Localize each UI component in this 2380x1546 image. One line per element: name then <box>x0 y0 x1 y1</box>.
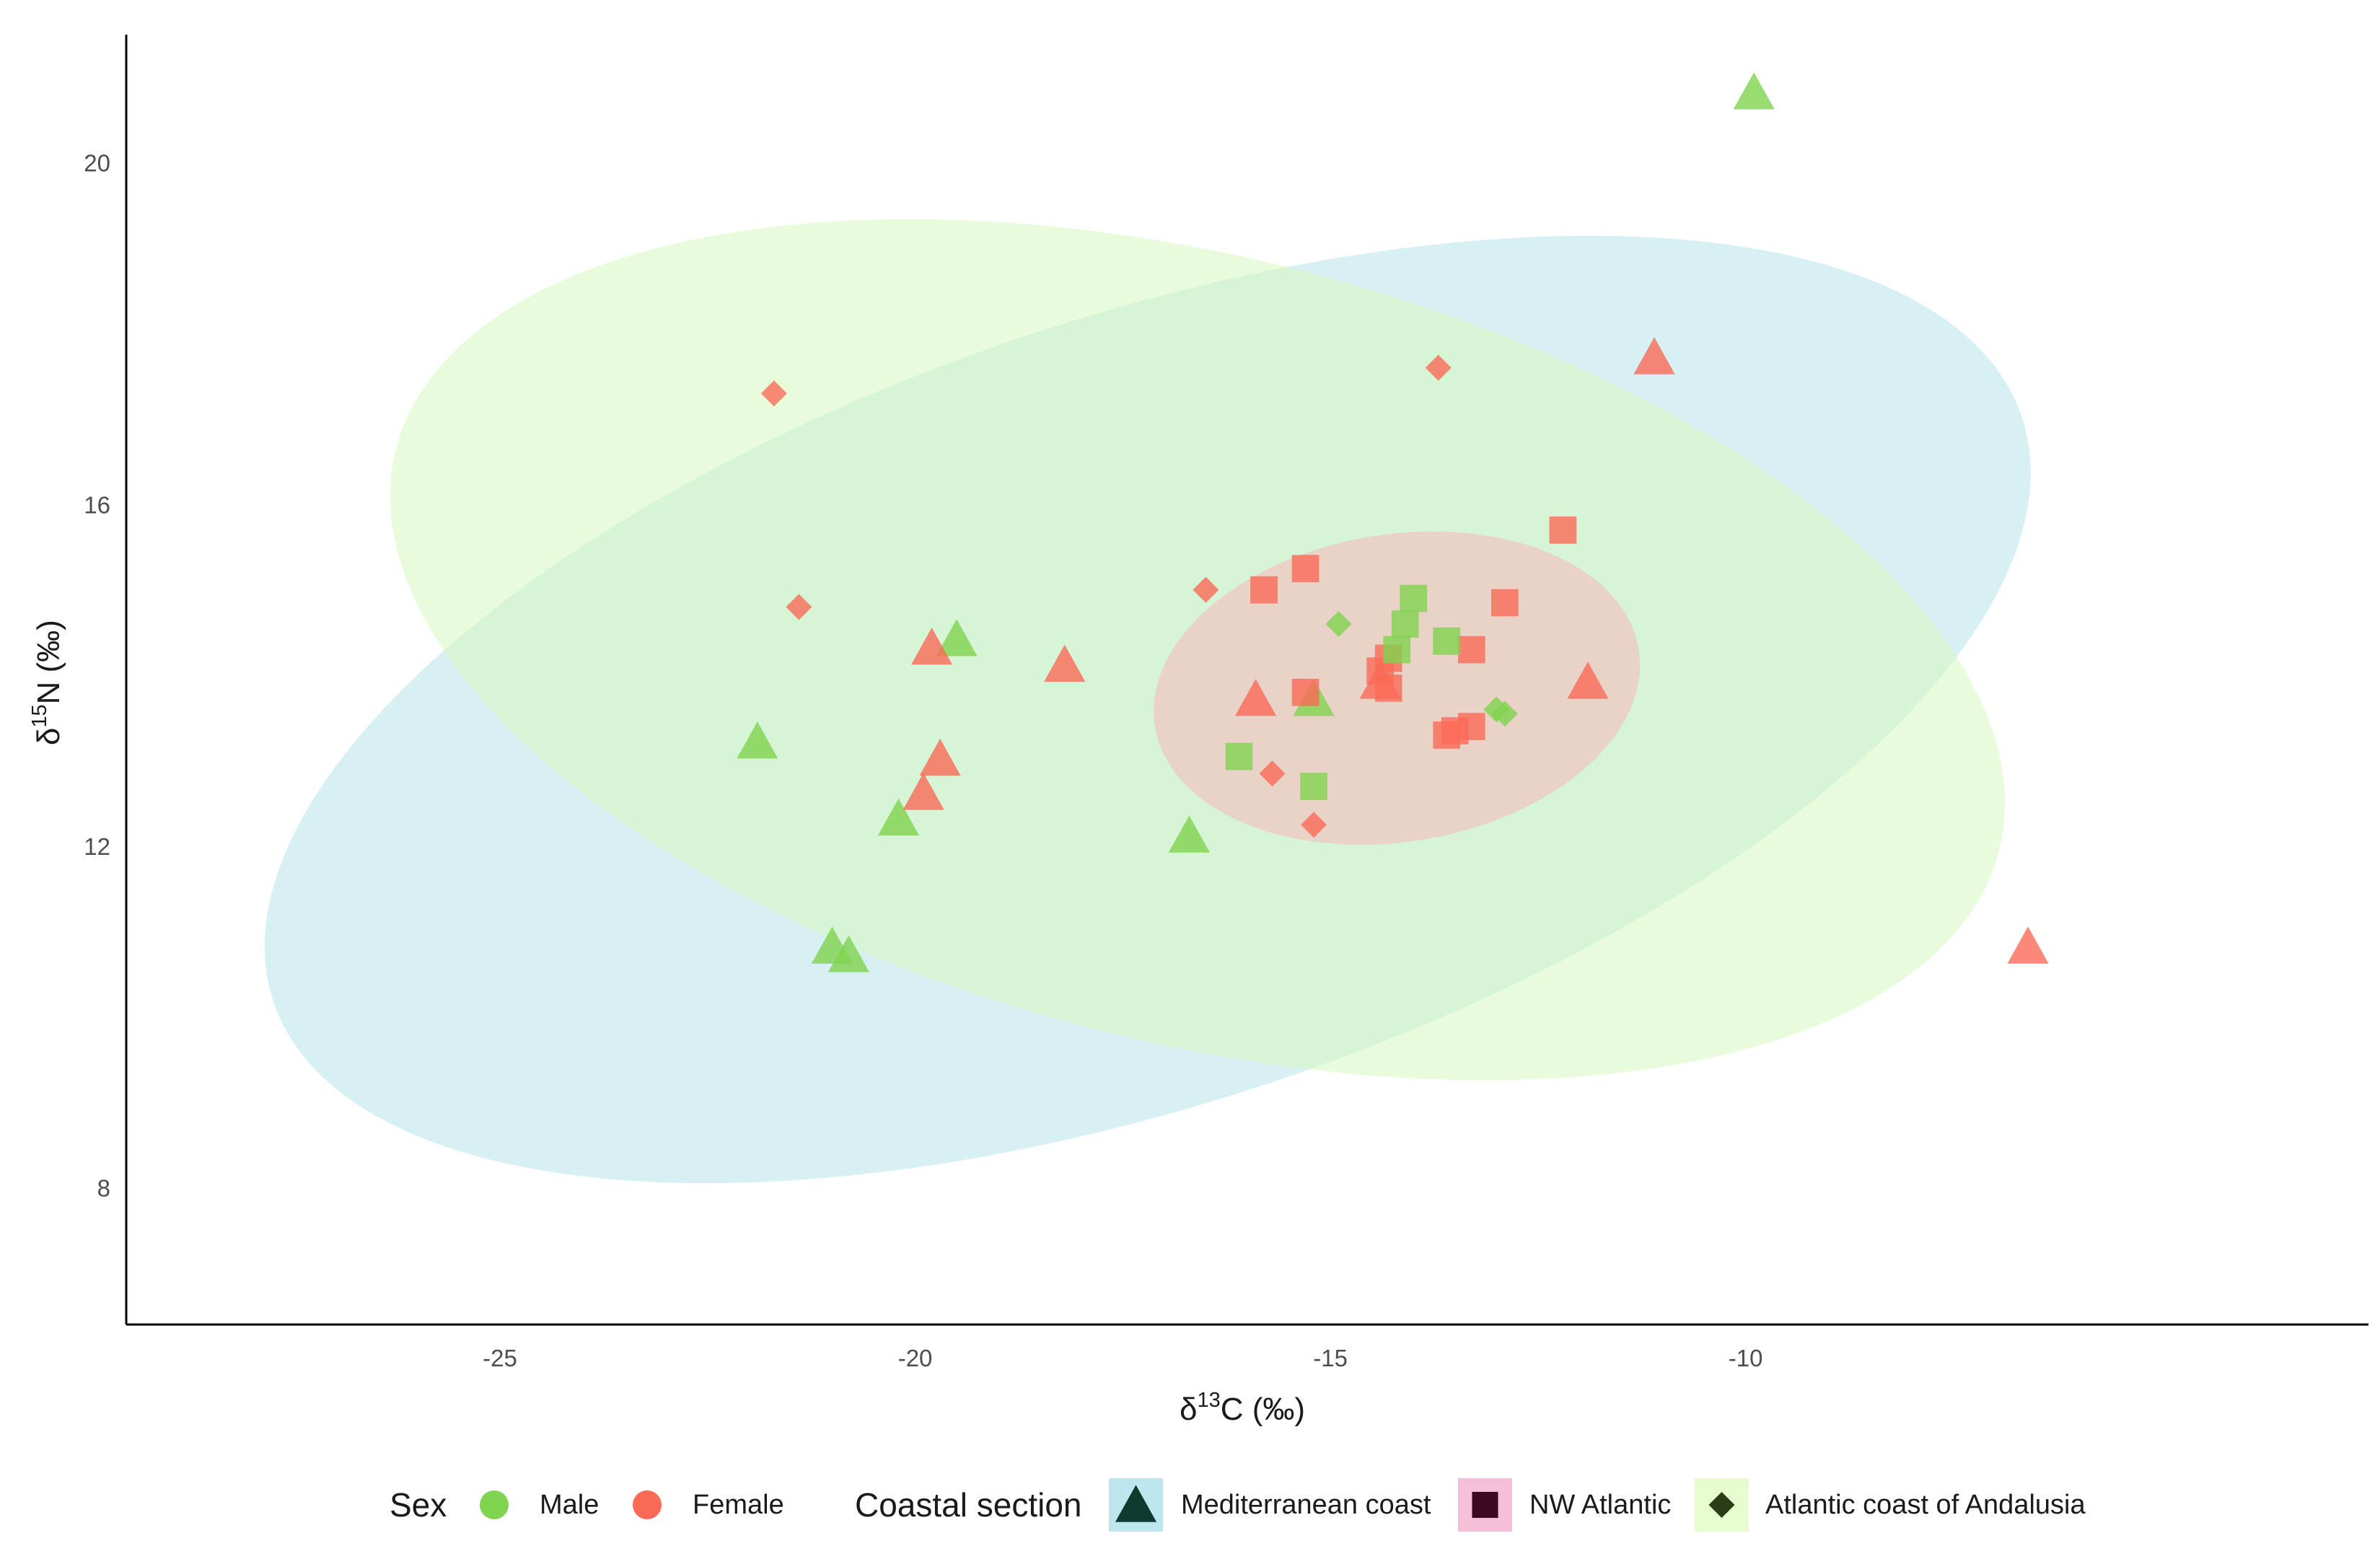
data-point-triangle <box>903 773 944 810</box>
data-point-diamond <box>1491 700 1518 727</box>
legend-andalusia-label: Atlantic coast of Andalusia <box>1765 1490 2086 1520</box>
y-axis-title-sup: 15 <box>28 704 51 727</box>
legend-nw-atlantic-label: NW Atlantic <box>1529 1490 1671 1520</box>
legend-mediterranean-key <box>1115 1485 1157 1522</box>
data-point-square <box>1250 576 1278 604</box>
data-point-square <box>1490 589 1519 617</box>
ellipse-layer <box>264 219 2031 1184</box>
data-point-square <box>1291 678 1319 706</box>
legend-sex-title: Sex <box>390 1486 447 1524</box>
legend-female-key <box>633 1490 662 1519</box>
x-tick-label: -20 <box>898 1345 933 1371</box>
data-point-square <box>1300 773 1327 800</box>
y-axis-title-prefix: δ <box>31 728 66 746</box>
x-tick-label: -15 <box>1313 1345 1348 1371</box>
legend-male-key <box>480 1490 509 1519</box>
data-point-triangle <box>1234 678 1277 716</box>
data-point-triangle <box>1733 72 1775 110</box>
data-point-square <box>1433 627 1461 655</box>
legend-section-title: Coastal section <box>855 1486 1082 1524</box>
data-point-diamond <box>1325 611 1352 638</box>
data-point-triangle <box>827 935 870 972</box>
y-axis-title: δ15N (‰) <box>28 620 66 745</box>
legend: Sex Male Female Coastal section Mediterranea… <box>390 1478 2086 1532</box>
data-point-diamond <box>1425 354 1452 381</box>
legend-andalusia-key <box>1708 1492 1735 1518</box>
data-point-diamond <box>1193 576 1219 603</box>
data-point-triangle <box>919 738 961 776</box>
data-point-diamond <box>760 380 787 407</box>
point-layer <box>737 72 2049 972</box>
data-point-triangle <box>1168 815 1211 853</box>
data-point-triangle <box>2007 926 2049 964</box>
y-tick-label: 8 <box>97 1175 110 1202</box>
x-axis-title-sup: 13 <box>1197 1389 1220 1412</box>
legend-nw-atlantic-key <box>1472 1491 1498 1519</box>
tick-layer: -25 -20 -15 -10 8 12 16 20 <box>84 150 1762 1371</box>
data-point-square <box>1374 674 1402 702</box>
data-point-square <box>1391 610 1419 638</box>
data-point-square <box>1400 584 1428 612</box>
data-point-triangle <box>877 798 920 836</box>
x-tick-label: -25 <box>483 1345 517 1371</box>
data-point-square <box>1457 636 1485 664</box>
x-axis-title-prefix: δ <box>1180 1392 1198 1427</box>
data-point-square <box>1441 717 1469 745</box>
x-axis-title: δ13C (‰) <box>1180 1389 1305 1427</box>
y-tick-label: 12 <box>84 833 110 860</box>
data-point-diamond <box>1259 760 1286 787</box>
y-tick-label: 20 <box>84 150 110 177</box>
y-tick-label: 16 <box>84 491 110 518</box>
legend-male-label: Male <box>540 1490 599 1520</box>
data-point-square <box>1291 555 1319 582</box>
data-point-square <box>1383 636 1411 664</box>
data-point-triangle <box>910 627 953 665</box>
x-axis-title-main: C (‰) <box>1221 1392 1305 1427</box>
y-axis-title-main: N (‰) <box>31 620 66 704</box>
legend-mediterranean-label: Mediterranean coast <box>1181 1490 1431 1520</box>
data-point-triangle <box>1633 337 1675 374</box>
data-point-square <box>1225 742 1253 770</box>
data-point-triangle <box>936 619 978 656</box>
data-point-square <box>1549 516 1577 544</box>
data-point-diamond <box>786 594 812 620</box>
legend-female-label: Female <box>693 1490 784 1520</box>
data-point-diamond <box>1301 812 1327 838</box>
data-point-triangle <box>1567 662 1609 699</box>
x-tick-label: -10 <box>1729 1345 1763 1371</box>
data-point-triangle <box>1044 644 1086 682</box>
data-point-triangle <box>737 721 778 759</box>
